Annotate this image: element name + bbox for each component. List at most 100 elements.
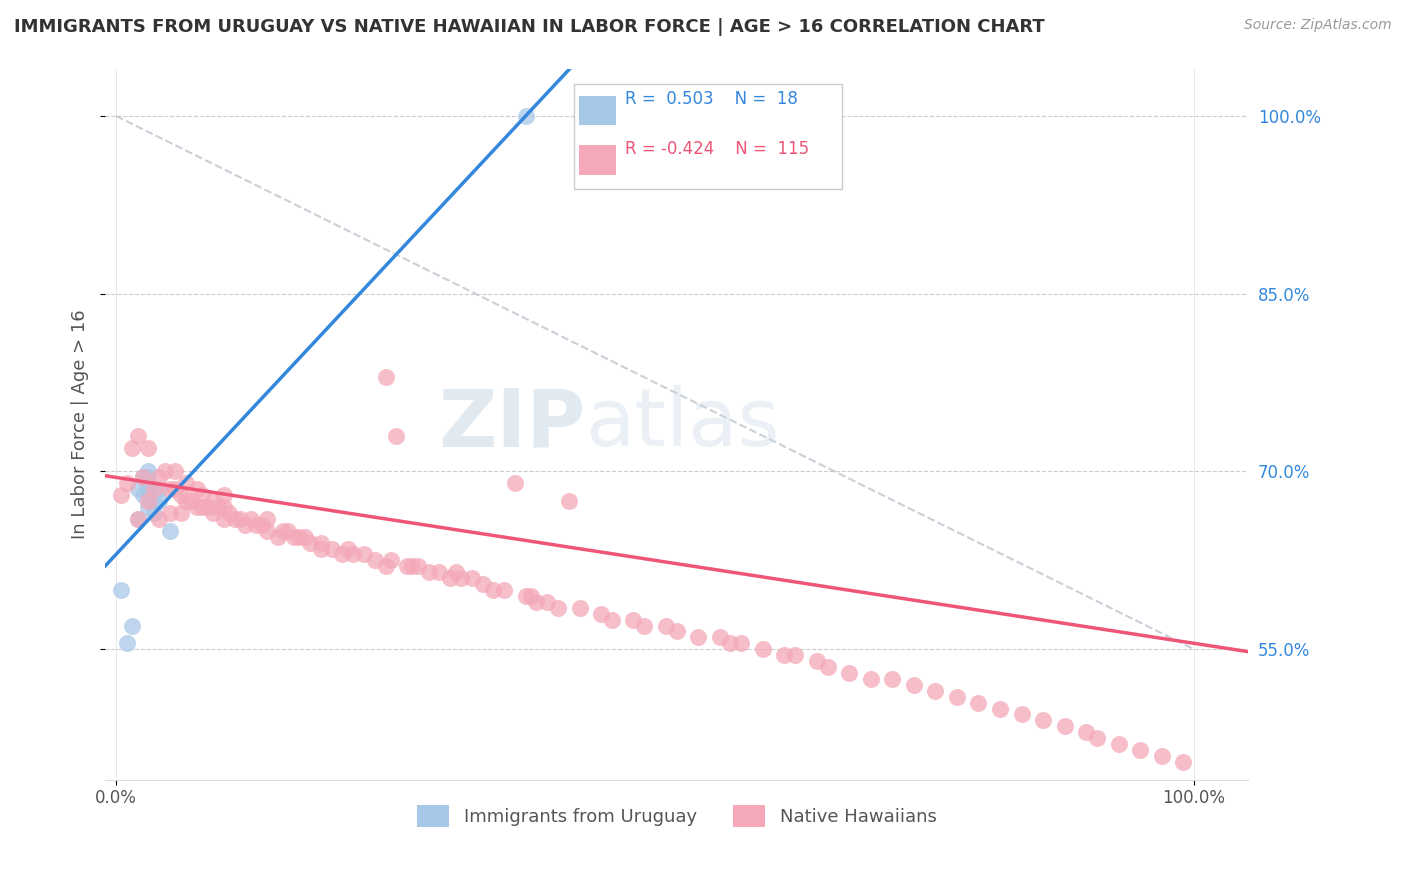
Point <box>520 589 543 603</box>
Point <box>138 476 160 491</box>
Point <box>267 530 290 544</box>
FancyBboxPatch shape <box>574 84 842 189</box>
Point <box>202 506 225 520</box>
Legend: Immigrants from Uruguay, Native Hawaiians: Immigrants from Uruguay, Native Hawaiian… <box>409 798 943 835</box>
Point <box>121 618 143 632</box>
FancyBboxPatch shape <box>579 145 616 175</box>
Point <box>174 494 197 508</box>
Point <box>374 559 396 574</box>
Point <box>730 636 752 650</box>
Point <box>494 582 516 597</box>
Point <box>1108 737 1130 751</box>
Point <box>127 512 149 526</box>
Point <box>526 595 548 609</box>
Point <box>785 648 807 662</box>
Point <box>859 672 882 686</box>
Point <box>988 701 1011 715</box>
Point <box>429 565 451 579</box>
Point <box>138 482 160 496</box>
Point <box>256 524 278 538</box>
Point <box>882 672 904 686</box>
Point <box>283 530 305 544</box>
Point <box>138 494 160 508</box>
Point <box>294 530 316 544</box>
Point <box>633 618 655 632</box>
Point <box>138 441 160 455</box>
Point <box>207 500 229 514</box>
Point <box>1150 748 1173 763</box>
Point <box>374 369 396 384</box>
Point <box>170 506 193 520</box>
Point <box>1076 725 1098 739</box>
Point <box>309 535 332 549</box>
Point <box>127 482 149 496</box>
Point <box>752 642 775 657</box>
Point <box>688 631 710 645</box>
Point <box>127 512 149 526</box>
Point <box>250 517 273 532</box>
Point <box>471 577 494 591</box>
Point <box>202 494 225 508</box>
Point <box>418 565 440 579</box>
Point <box>159 524 181 538</box>
Point <box>353 548 375 562</box>
Point <box>385 429 408 443</box>
Point <box>218 506 240 520</box>
Point <box>503 476 526 491</box>
Point <box>115 476 138 491</box>
Point <box>148 470 170 484</box>
Point <box>946 690 969 704</box>
Point <box>1011 707 1033 722</box>
Point <box>186 482 208 496</box>
Text: R =  0.503    N =  18: R = 0.503 N = 18 <box>626 90 799 108</box>
Point <box>115 636 138 650</box>
Point <box>309 541 332 556</box>
Point <box>148 494 170 508</box>
Point <box>665 624 688 639</box>
Point <box>277 524 299 538</box>
Point <box>180 494 202 508</box>
Point <box>406 559 429 574</box>
Point <box>288 530 311 544</box>
Point <box>364 553 387 567</box>
Point <box>235 517 257 532</box>
Point <box>461 571 484 585</box>
Point <box>142 494 165 508</box>
Point <box>212 500 235 514</box>
Point <box>174 476 197 491</box>
Y-axis label: In Labor Force | Age > 16: In Labor Force | Age > 16 <box>72 310 89 539</box>
Point <box>239 512 262 526</box>
Point <box>342 548 364 562</box>
Point <box>153 465 176 479</box>
Point <box>1053 719 1076 733</box>
Point <box>806 654 828 668</box>
Point <box>709 631 731 645</box>
Point <box>138 465 160 479</box>
Point <box>1032 714 1054 728</box>
Point <box>838 665 860 680</box>
Point <box>271 524 294 538</box>
Point <box>536 595 558 609</box>
Point <box>568 600 591 615</box>
Point <box>212 512 235 526</box>
Point <box>380 553 402 567</box>
Point <box>600 613 623 627</box>
Point <box>191 488 214 502</box>
Text: Source: ZipAtlas.com: Source: ZipAtlas.com <box>1244 18 1392 32</box>
Point <box>121 441 143 455</box>
Text: R = -0.424    N =  115: R = -0.424 N = 115 <box>626 140 810 158</box>
Point <box>482 582 505 597</box>
Point <box>197 500 219 514</box>
Point <box>450 571 472 585</box>
Point <box>655 618 678 632</box>
Point <box>229 512 252 526</box>
Point <box>256 512 278 526</box>
Point <box>623 613 645 627</box>
Point <box>148 512 170 526</box>
Point <box>245 517 267 532</box>
Point <box>132 488 155 502</box>
Point <box>148 482 170 496</box>
Point <box>212 488 235 502</box>
Text: atlas: atlas <box>585 385 779 463</box>
Text: ZIP: ZIP <box>437 385 585 463</box>
